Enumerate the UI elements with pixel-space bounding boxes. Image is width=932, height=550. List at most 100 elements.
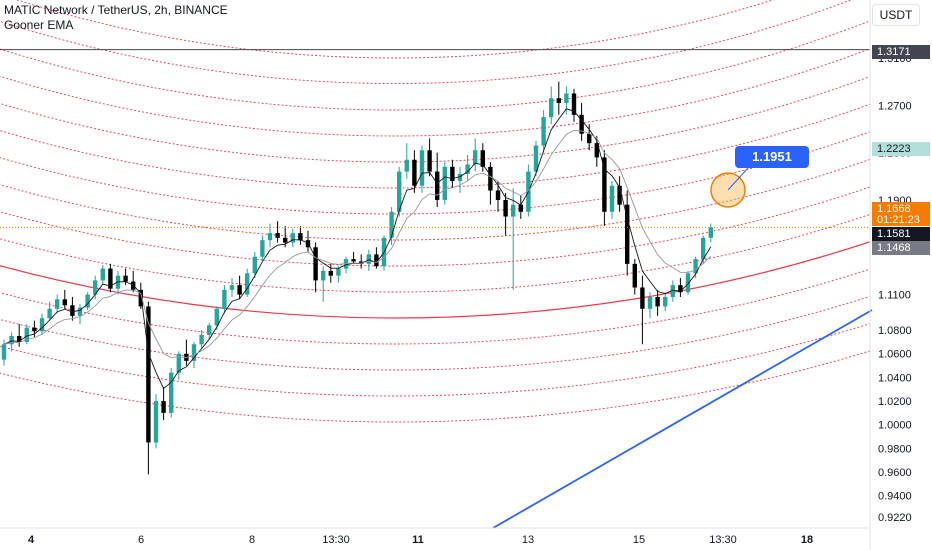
candle-bullish — [564, 93, 569, 103]
candle-bearish — [359, 261, 364, 264]
candle-bullish — [549, 98, 554, 118]
overlays-group — [0, 49, 873, 529]
candle-bullish — [533, 145, 539, 172]
candle-bullish — [511, 204, 516, 217]
candle-bearish — [374, 254, 379, 267]
fan-arc — [0, 0, 853, 85]
candle-bearish — [640, 287, 645, 309]
candle-bullish — [214, 308, 219, 326]
candle-bearish — [123, 275, 128, 282]
candle-bearish — [161, 401, 166, 413]
candle-bearish — [32, 327, 37, 332]
candle-bullish — [397, 171, 402, 212]
currency-selector[interactable]: USDT — [872, 4, 920, 26]
candle-bullish — [609, 185, 615, 212]
callout-label[interactable]: 1.1951 — [735, 146, 809, 168]
candle-bearish — [450, 166, 455, 182]
time-axis-label: 18 — [801, 534, 813, 546]
ema-low-price-tag: 1.1468 — [872, 241, 930, 255]
candle-bearish — [587, 133, 592, 144]
candle-bearish — [518, 204, 523, 212]
candle-bearish — [108, 268, 113, 289]
fan-arc — [0, 295, 870, 371]
candle-bullish — [473, 150, 478, 165]
candle-bearish — [427, 150, 432, 172]
candle-bullish — [442, 166, 447, 200]
candle-bullish — [663, 296, 668, 307]
price-axis-label: 0.9600 — [878, 467, 912, 479]
candle-bullish — [9, 336, 14, 345]
candle-bullish — [207, 325, 212, 335]
candle-bearish — [602, 157, 607, 212]
candle-bearish — [594, 143, 599, 158]
price-axis-label: 0.9800 — [878, 443, 912, 455]
candle-bullish — [647, 296, 653, 309]
candle-bullish — [366, 254, 371, 264]
candle-bullish — [169, 372, 174, 413]
candle-bullish — [419, 150, 425, 186]
price-axis-label: 1.2700 — [878, 100, 912, 112]
legend-study[interactable]: Gooner EMA — [4, 18, 74, 32]
ema-lines-group — [3, 108, 712, 390]
candle-bullish — [693, 259, 698, 274]
price-axis-label: 1.0400 — [878, 372, 912, 384]
price-axis-label: 0.9400 — [878, 491, 912, 503]
candle-bullish — [457, 173, 463, 182]
candle-bullish — [685, 273, 691, 293]
candle-bearish — [480, 150, 485, 167]
time-axis-label: 4 — [28, 534, 35, 546]
candle-bullish — [336, 268, 341, 276]
candle-bearish — [571, 93, 577, 115]
candle-bearish — [617, 185, 622, 205]
candle-bearish — [237, 285, 242, 295]
candle-bearish — [435, 171, 440, 200]
fan-arc — [0, 323, 870, 397]
candle-bullish — [290, 233, 295, 243]
candle-bearish — [495, 190, 501, 200]
candle-bullish — [55, 299, 60, 309]
candle-bearish — [351, 259, 356, 262]
candle-bearish — [313, 247, 318, 281]
fan-arc — [0, 103, 870, 189]
chart-legend: MATIC Network / TetherUS, 2h, BINANCE Go… — [4, 3, 228, 33]
ema-mid-price-tag: 1.1581 — [872, 227, 930, 241]
candle-bearish — [70, 305, 75, 316]
candle-bearish — [131, 281, 136, 290]
candle-bearish — [655, 296, 660, 307]
price-axis-label: 1.1100 — [878, 290, 911, 302]
candle-bearish — [146, 306, 151, 443]
candle-bullish — [670, 285, 675, 297]
fan-arc — [0, 186, 870, 267]
price-axis-label: 1.0000 — [878, 420, 912, 432]
candle-bullish — [153, 401, 159, 443]
candle-bullish — [260, 240, 265, 257]
time-axis-label: 13:30 — [709, 534, 737, 546]
ema-upper-price-tag: 1.2223 — [872, 142, 930, 156]
legend-title[interactable]: MATIC Network / TetherUS, 2h, BINANCE — [4, 3, 228, 17]
price-axis-label: 1.0800 — [878, 325, 912, 337]
candle-bearish — [138, 289, 143, 307]
price-axis-label: 0.9220 — [878, 512, 912, 524]
candle-bullish — [267, 233, 273, 241]
candle-bullish — [701, 237, 706, 260]
candle-bearish — [328, 270, 333, 276]
candle-bearish — [556, 98, 561, 103]
time-axis-label: 6 — [138, 534, 144, 546]
trend-line — [492, 309, 873, 529]
candle-bullish — [541, 117, 546, 146]
bar-countdown-tag: 01:21:23 — [872, 214, 930, 226]
candle-bullish — [229, 285, 235, 290]
candle-bullish — [77, 307, 83, 316]
time-axis-label: 13 — [522, 534, 534, 546]
candle-bullish — [222, 289, 227, 309]
candle-bullish — [1, 344, 7, 360]
candle-bullish — [191, 344, 197, 361]
candle-bearish — [283, 237, 288, 243]
candle-bearish — [17, 336, 22, 342]
candle-bullish — [100, 268, 105, 281]
candle-bearish — [488, 166, 493, 191]
candle-bullish — [85, 294, 90, 308]
last-price-tag: 1.1668 — [872, 202, 930, 216]
candle-bullish — [39, 318, 45, 332]
